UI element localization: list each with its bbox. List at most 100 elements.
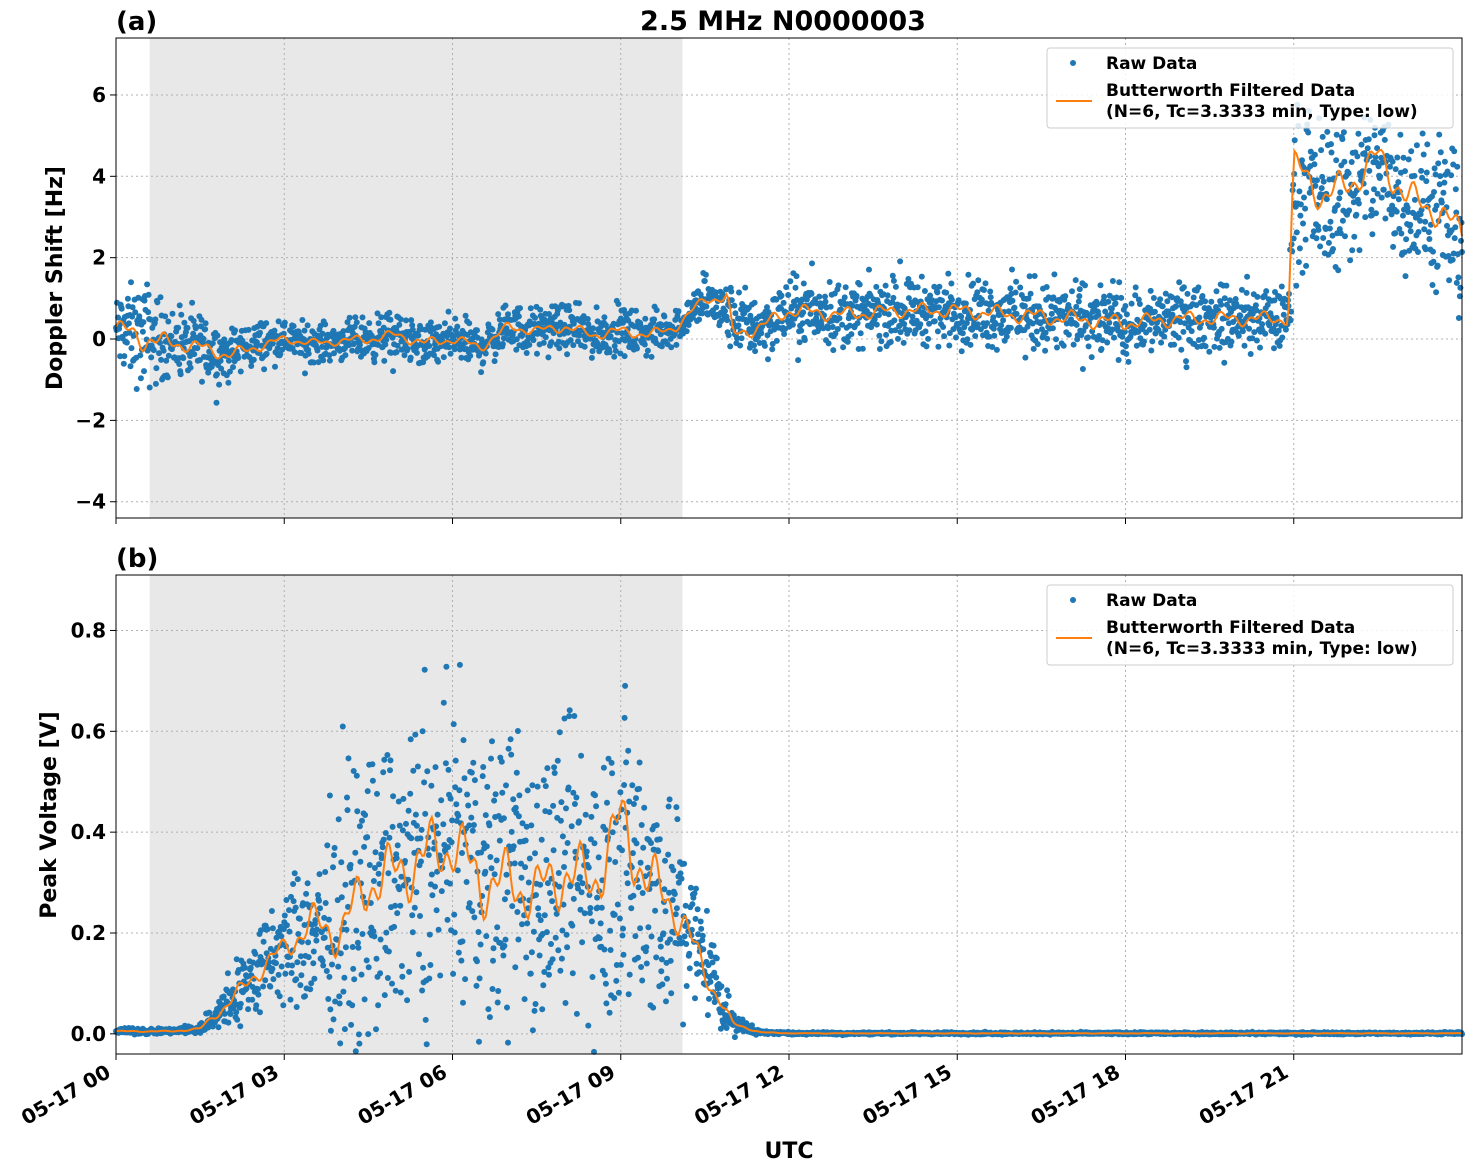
raw-data-point: [751, 299, 758, 306]
raw-data-point: [1105, 298, 1112, 305]
raw-data-point: [523, 350, 530, 356]
raw-data-point: [184, 324, 191, 331]
raw-data-point: [489, 738, 495, 745]
raw-data-point: [1169, 311, 1176, 318]
raw-data-point: [362, 812, 369, 818]
raw-data-point: [548, 339, 555, 346]
raw-data-point: [234, 1016, 241, 1023]
raw-data-point: [941, 333, 948, 340]
raw-data-point: [532, 314, 538, 321]
raw-data-point: [1313, 235, 1320, 242]
raw-data-point: [418, 826, 425, 833]
raw-data-point: [704, 1012, 711, 1019]
raw-data-point: [282, 970, 289, 977]
raw-data-point: [291, 870, 298, 877]
raw-data-point: [418, 858, 424, 865]
raw-data-point: [596, 935, 603, 942]
raw-data-point: [1149, 338, 1156, 345]
raw-data-point: [1108, 305, 1115, 312]
raw-data-point: [630, 801, 637, 807]
raw-data-point: [1007, 324, 1014, 331]
raw-data-point: [390, 368, 397, 375]
raw-data-point: [1112, 300, 1119, 307]
raw-data-point: [382, 830, 389, 836]
raw-data-point: [673, 804, 680, 811]
raw-data-point: [1218, 325, 1225, 332]
raw-data-point: [1305, 129, 1312, 136]
raw-data-point: [940, 324, 947, 330]
raw-data-point: [407, 790, 414, 797]
raw-data-point: [1157, 296, 1164, 303]
raw-data-point: [225, 379, 232, 386]
raw-data-point: [422, 810, 429, 817]
raw-data-point: [356, 823, 363, 830]
raw-data-point: [549, 898, 556, 905]
raw-data-point: [1448, 172, 1455, 179]
raw-data-point: [583, 848, 590, 855]
raw-data-point: [780, 299, 787, 306]
raw-data-point: [288, 970, 295, 976]
raw-data-point: [458, 957, 465, 964]
raw-data-point: [436, 323, 443, 330]
raw-data-point: [1043, 284, 1050, 290]
raw-data-point: [725, 992, 732, 999]
raw-data-point: [254, 986, 261, 993]
raw-data-point: [1342, 233, 1348, 240]
raw-data-point: [549, 956, 556, 963]
raw-data-point: [602, 826, 609, 833]
raw-data-point: [438, 797, 445, 804]
raw-data-point: [1017, 284, 1024, 291]
raw-data-point: [1358, 141, 1365, 148]
raw-data-point: [809, 260, 815, 267]
raw-data-point: [849, 302, 856, 309]
raw-data-point: [503, 782, 509, 789]
raw-data-point: [335, 963, 342, 970]
raw-data-point: [377, 970, 384, 977]
raw-data-point: [875, 312, 882, 319]
raw-data-point: [440, 354, 447, 361]
raw-data-point: [359, 314, 366, 321]
raw-data-point: [337, 950, 344, 957]
raw-data-point: [325, 916, 332, 923]
raw-data-point: [1426, 236, 1433, 242]
raw-data-point: [587, 335, 594, 342]
raw-data-point: [1082, 282, 1088, 289]
raw-data-point: [639, 890, 646, 896]
raw-data-point: [517, 305, 523, 312]
raw-data-point: [1180, 328, 1187, 335]
raw-data-point: [1291, 137, 1298, 144]
raw-data-point: [1177, 319, 1184, 326]
raw-data-point: [465, 802, 472, 809]
raw-data-point: [643, 944, 650, 951]
raw-data-point: [537, 881, 544, 888]
raw-data-point: [527, 970, 534, 977]
raw-data-point: [787, 278, 794, 285]
raw-data-point: [447, 350, 454, 357]
raw-data-point: [927, 292, 934, 299]
raw-data-point: [194, 345, 201, 352]
raw-data-point: [644, 864, 651, 871]
raw-data-point: [200, 335, 207, 342]
raw-data-point: [479, 773, 486, 780]
raw-data-point: [323, 968, 330, 974]
raw-data-point: [141, 368, 147, 375]
raw-data-point: [566, 713, 573, 720]
raw-data-point: [830, 347, 837, 354]
raw-data-point: [993, 346, 1000, 353]
raw-data-point: [365, 345, 372, 351]
raw-data-point: [686, 950, 693, 957]
raw-data-point: [420, 964, 427, 971]
raw-data-point: [320, 357, 327, 364]
raw-data-point: [128, 279, 134, 286]
raw-data-point: [696, 969, 703, 976]
raw-data-point: [1125, 358, 1132, 365]
raw-data-point: [1048, 310, 1055, 317]
raw-data-point: [581, 343, 588, 350]
raw-data-point: [522, 837, 529, 844]
raw-data-point: [621, 714, 628, 721]
raw-data-point: [1296, 188, 1303, 195]
raw-data-point: [447, 325, 453, 332]
raw-data-point: [379, 844, 386, 851]
raw-data-point: [422, 1016, 429, 1023]
raw-data-point: [1254, 293, 1261, 300]
